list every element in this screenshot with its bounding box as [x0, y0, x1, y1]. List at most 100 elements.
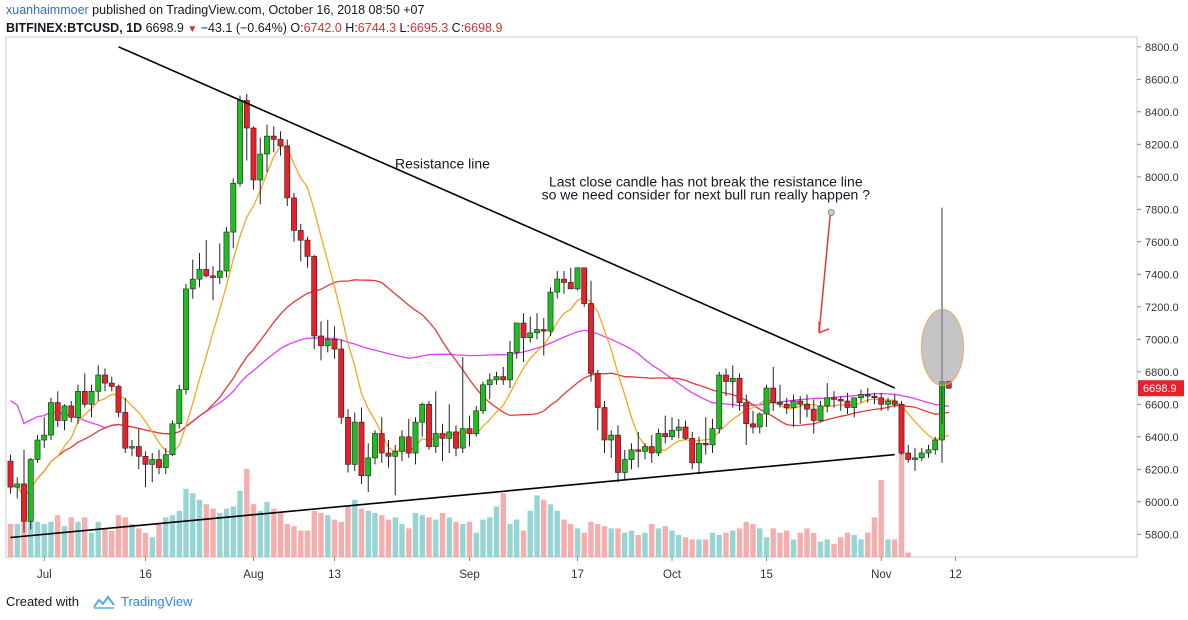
volume-bar [277, 513, 284, 557]
candle [129, 440, 135, 457]
candle-body [95, 374, 102, 392]
price-chart[interactable]: Resistance line Last close candle has not… [0, 0, 1188, 590]
tradingview-brand: TradingView [120, 594, 193, 609]
candle-body [189, 278, 196, 290]
volume-bar [34, 521, 41, 557]
candle-body [216, 270, 223, 278]
candle [156, 449, 162, 475]
candle [615, 425, 621, 483]
x-tick-label: Jul [37, 569, 52, 581]
volume-bar [750, 524, 756, 557]
candle-body [797, 400, 804, 405]
candle-body [547, 291, 554, 332]
volume-bar [500, 493, 506, 557]
candle [81, 373, 88, 408]
candle-body [358, 421, 365, 477]
price-badge: 6698.9 [1143, 383, 1177, 395]
volume-bar [196, 499, 203, 557]
candle-body [102, 374, 108, 384]
candle [743, 394, 750, 445]
candle-body [61, 405, 68, 421]
y-tick-label: 6000.0 [1145, 497, 1179, 509]
candle [419, 402, 426, 437]
candle-body [81, 390, 88, 405]
candle [237, 95, 243, 187]
candle [675, 418, 682, 439]
candle [439, 423, 446, 462]
high-value: 6744.3 [357, 21, 397, 35]
annotation-text: Last close candle has not break the resi… [549, 174, 863, 190]
time-axis[interactable]: Jul 16 Aug 13 Sep 17 Oct 15 Nov 12 [37, 557, 962, 581]
volume-bar [878, 480, 884, 557]
candle [95, 365, 102, 401]
candle [54, 391, 61, 427]
candle [540, 318, 547, 356]
candle [466, 415, 473, 447]
x-tick-label: 17 [571, 569, 584, 581]
symbol-label[interactable]: BITFINEX:BTCUSD, 1D [6, 21, 143, 35]
candle-body [844, 400, 851, 408]
candle [567, 267, 574, 290]
volume-bar [190, 493, 196, 557]
volume-bar [217, 513, 223, 557]
candle-body [669, 429, 675, 438]
volume-bar [230, 506, 236, 557]
volume-bar [642, 532, 648, 557]
volume-bar [318, 513, 324, 557]
volume-bar [325, 515, 331, 557]
candle [905, 444, 912, 463]
volume-bar [7, 524, 14, 557]
candle [169, 420, 176, 457]
volume-bar [493, 506, 500, 557]
candle-body [594, 373, 601, 408]
candle [297, 223, 304, 262]
candle [405, 418, 412, 458]
candle [61, 404, 68, 431]
trendlines[interactable] [10, 46, 896, 539]
candle [723, 368, 729, 397]
candle-body [635, 449, 642, 452]
author-link[interactable]: xuanhaimmoer [6, 3, 89, 17]
volume-bar [790, 539, 797, 557]
price-axis[interactable]: 8800.0 8600.0 8400.0 8200.0 8000.0 7800.0 7600… [1137, 42, 1184, 542]
candle [878, 392, 885, 411]
candle [547, 287, 554, 336]
candle-body [439, 433, 446, 439]
candle [203, 240, 210, 278]
candle-body [466, 428, 473, 434]
tradingview-link[interactable]: TradingView [85, 594, 193, 609]
candle-body [324, 338, 331, 347]
y-tick-label: 8000.0 [1145, 172, 1179, 184]
volume-bar [628, 530, 635, 557]
candle-body [48, 402, 54, 436]
candle [257, 137, 264, 205]
symbol-legend: BITFINEX:BTCUSD, 1D 6698.9 ▼ −43.1 (−0.6… [6, 21, 502, 35]
candle-body [156, 459, 162, 468]
candle-body [770, 387, 777, 403]
candle [102, 368, 108, 392]
candle-body [237, 100, 243, 184]
down-arrow-icon: ▼ [187, 24, 198, 35]
volume-bar [365, 510, 371, 557]
volume-bar [858, 539, 864, 557]
moving-averages [10, 145, 949, 499]
candle [331, 326, 338, 359]
candle [88, 384, 95, 418]
volume-bar [851, 535, 857, 557]
volume-bar [905, 552, 911, 557]
volume-bar [588, 521, 594, 557]
candle-body [115, 386, 122, 413]
candle-body [480, 384, 486, 412]
candle [223, 227, 230, 278]
candle-body [891, 400, 898, 405]
candle-body [540, 329, 547, 332]
volume-bar [635, 535, 641, 557]
candle [648, 435, 655, 463]
candle [162, 448, 169, 475]
annotation-text: Resistance line [395, 156, 490, 172]
candle-body [372, 433, 378, 459]
volume-bar [244, 469, 250, 557]
candle-body [7, 460, 14, 488]
candle-body [709, 428, 716, 446]
candle [736, 373, 743, 411]
